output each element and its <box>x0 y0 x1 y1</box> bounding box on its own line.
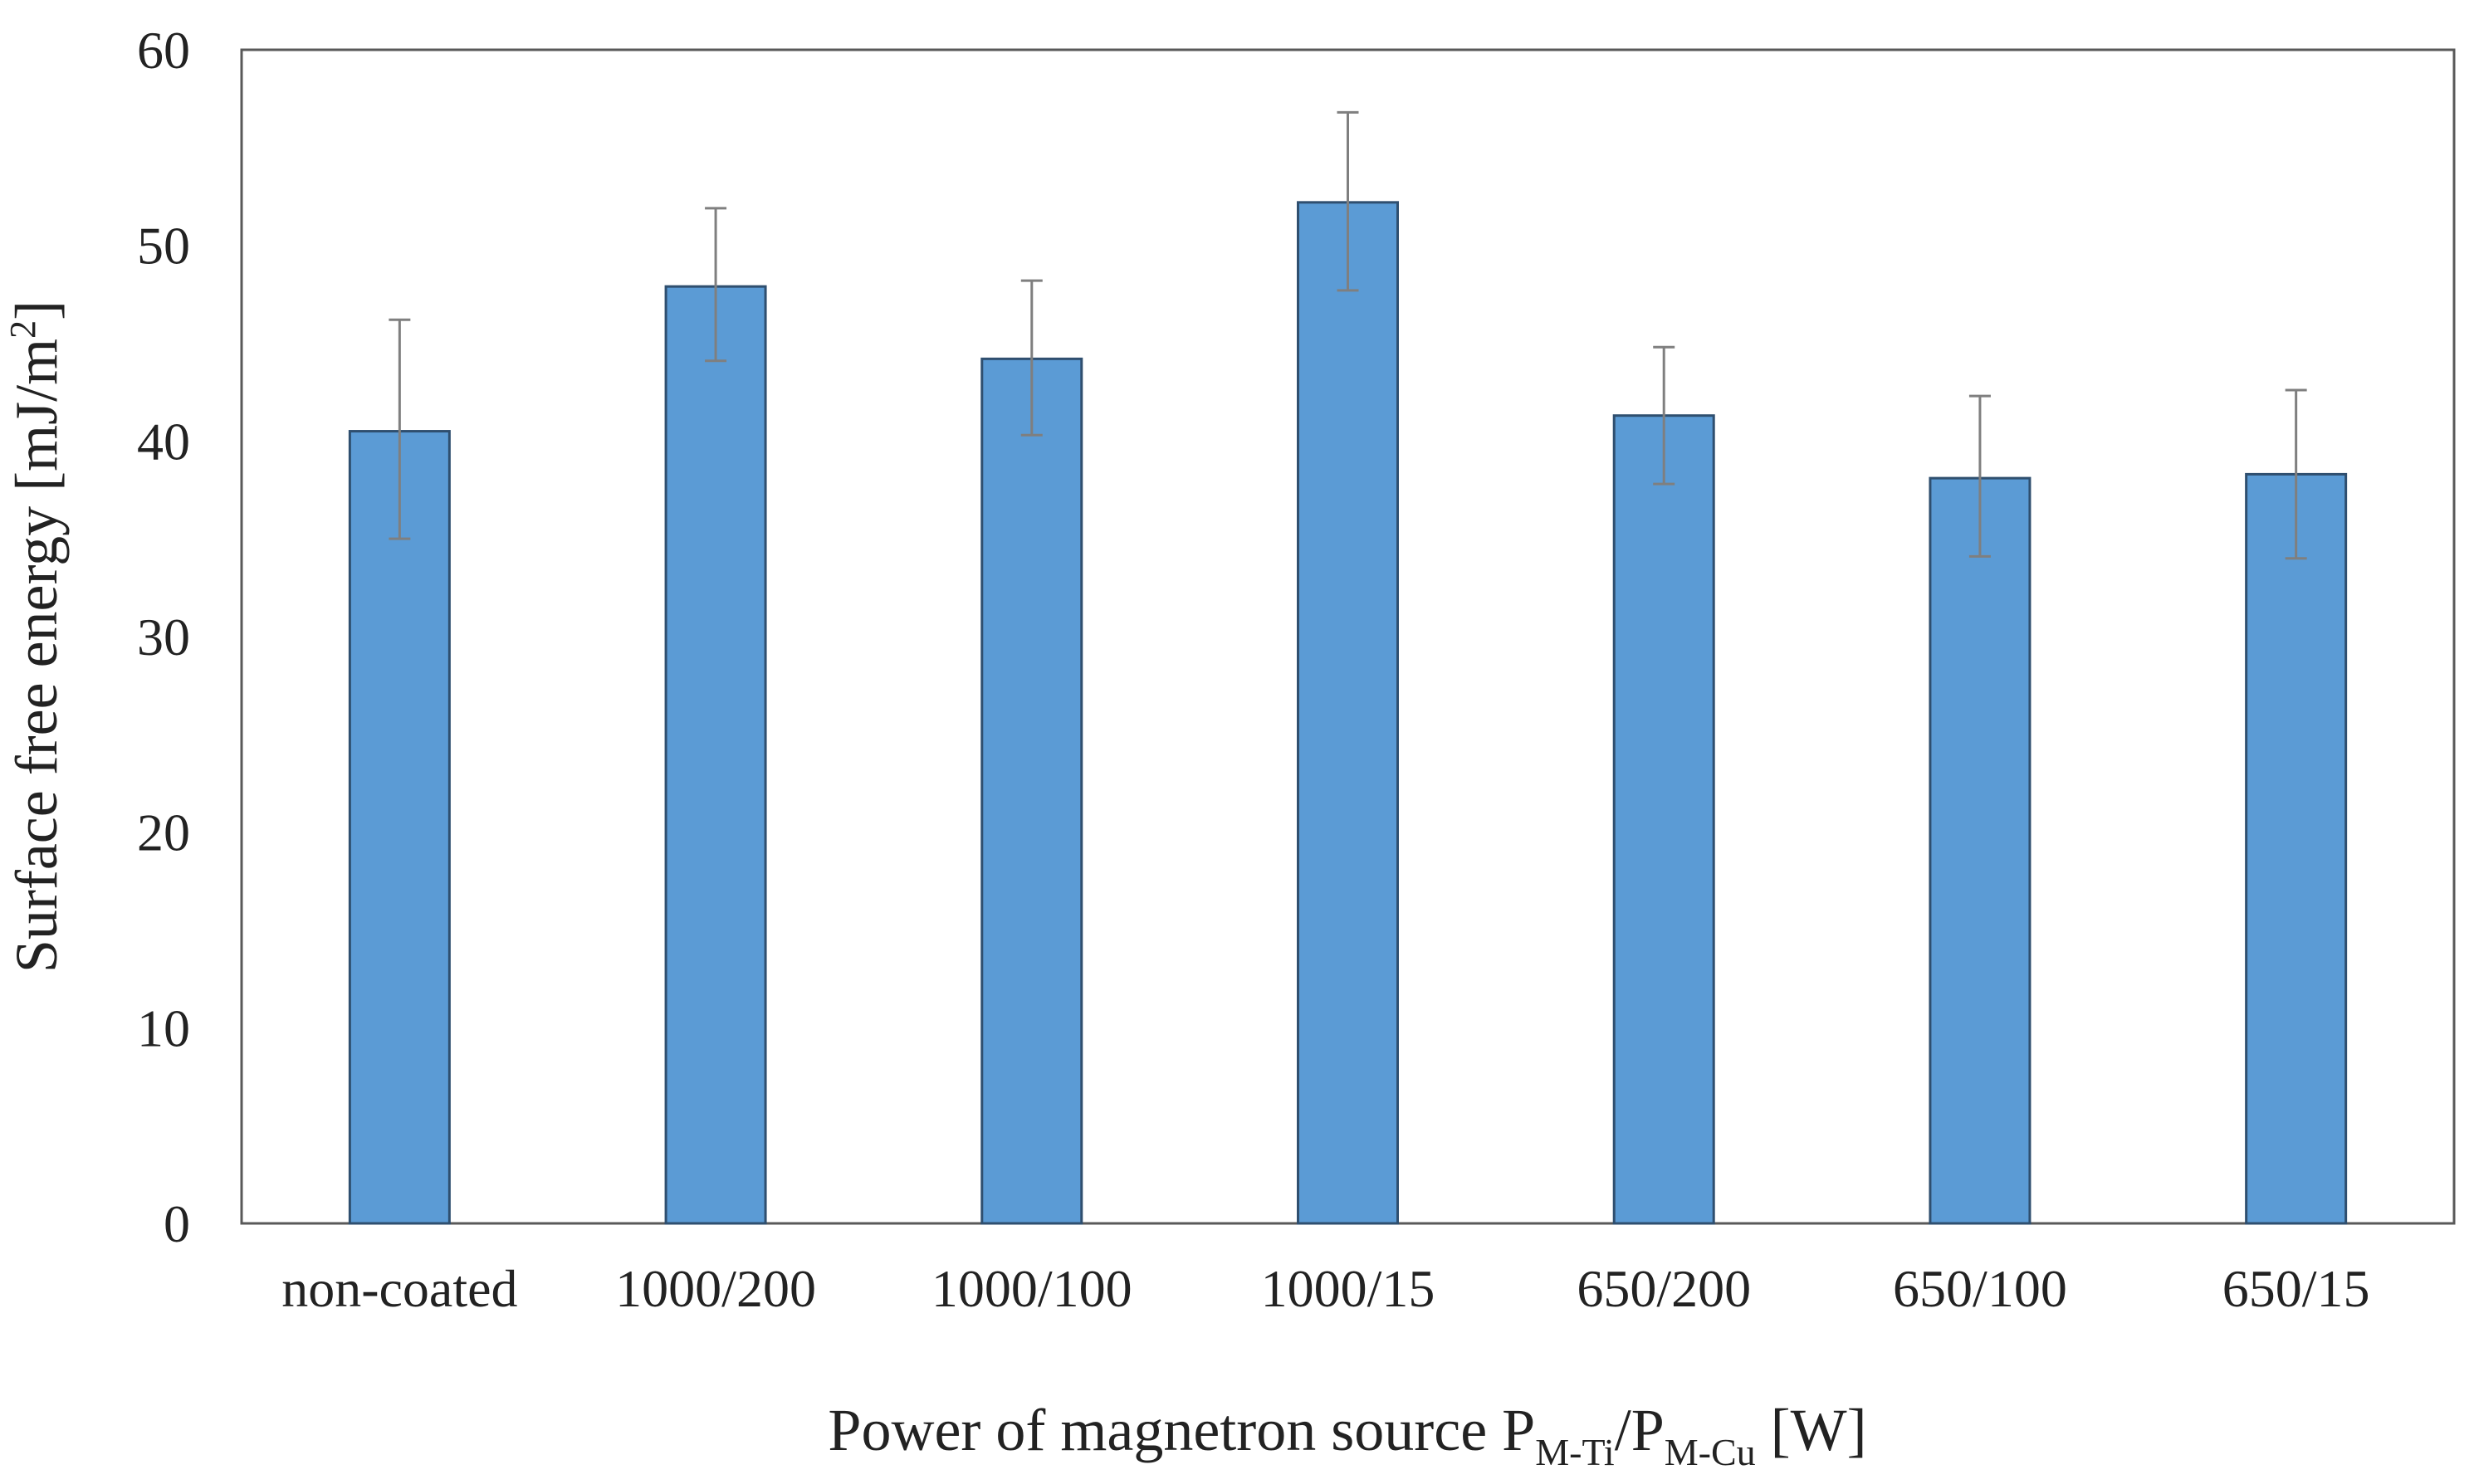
y-tick-label: 10 <box>137 998 190 1057</box>
x-tick-label: 1000/15 <box>1261 1259 1435 1318</box>
bar <box>2245 472 2348 1225</box>
y-axis-title-end: ] <box>3 300 70 320</box>
bar <box>348 430 451 1225</box>
x-axis-ticks: non-coated 1000/200 1000/100 1000/15 650/200… <box>281 1259 2369 1318</box>
bar-series <box>348 201 2348 1225</box>
error-bars <box>389 110 2307 560</box>
x-axis-title-sub1: M-Ti <box>1535 1431 1614 1473</box>
x-tick-label: 1000/100 <box>931 1259 1132 1318</box>
x-tick-label: 650/200 <box>1577 1259 1751 1318</box>
y-axis-title: Surface free energy [mJ/m2] <box>2 300 70 973</box>
y-axis-title-sup: 2 <box>2 320 43 339</box>
bar <box>1612 414 1715 1225</box>
y-tick-label: 30 <box>137 608 190 666</box>
y-tick-label: 0 <box>164 1194 190 1253</box>
bar <box>980 357 1083 1225</box>
bar <box>1929 476 2032 1225</box>
x-axis-title-prefix: Power of magnetron source P <box>828 1397 1535 1463</box>
x-tick-label: 1000/200 <box>615 1259 816 1318</box>
x-tick-label: 650/100 <box>1893 1259 2067 1318</box>
x-tick-label: 650/15 <box>2222 1259 2370 1318</box>
x-axis-title-mid: /P <box>1615 1397 1665 1463</box>
x-tick-label: non-coated <box>281 1259 517 1318</box>
x-axis-title-suffix: [W] <box>1756 1397 1867 1463</box>
y-tick-label: 60 <box>137 21 190 80</box>
y-tick-label: 20 <box>137 803 190 862</box>
x-axis-title: Power of magnetron source PM-Ti/PM-Cu [W… <box>828 1397 1866 1473</box>
y-tick-label: 40 <box>137 412 190 471</box>
y-tick-label: 50 <box>137 217 190 276</box>
bar <box>1297 201 1399 1225</box>
bar <box>664 285 767 1225</box>
y-axis-title-main: Surface free energy [mJ/m <box>3 339 70 973</box>
x-axis-title-sub2: M-Cu <box>1665 1431 1756 1473</box>
y-axis-ticks: 0 10 20 30 40 50 60 <box>137 21 190 1253</box>
